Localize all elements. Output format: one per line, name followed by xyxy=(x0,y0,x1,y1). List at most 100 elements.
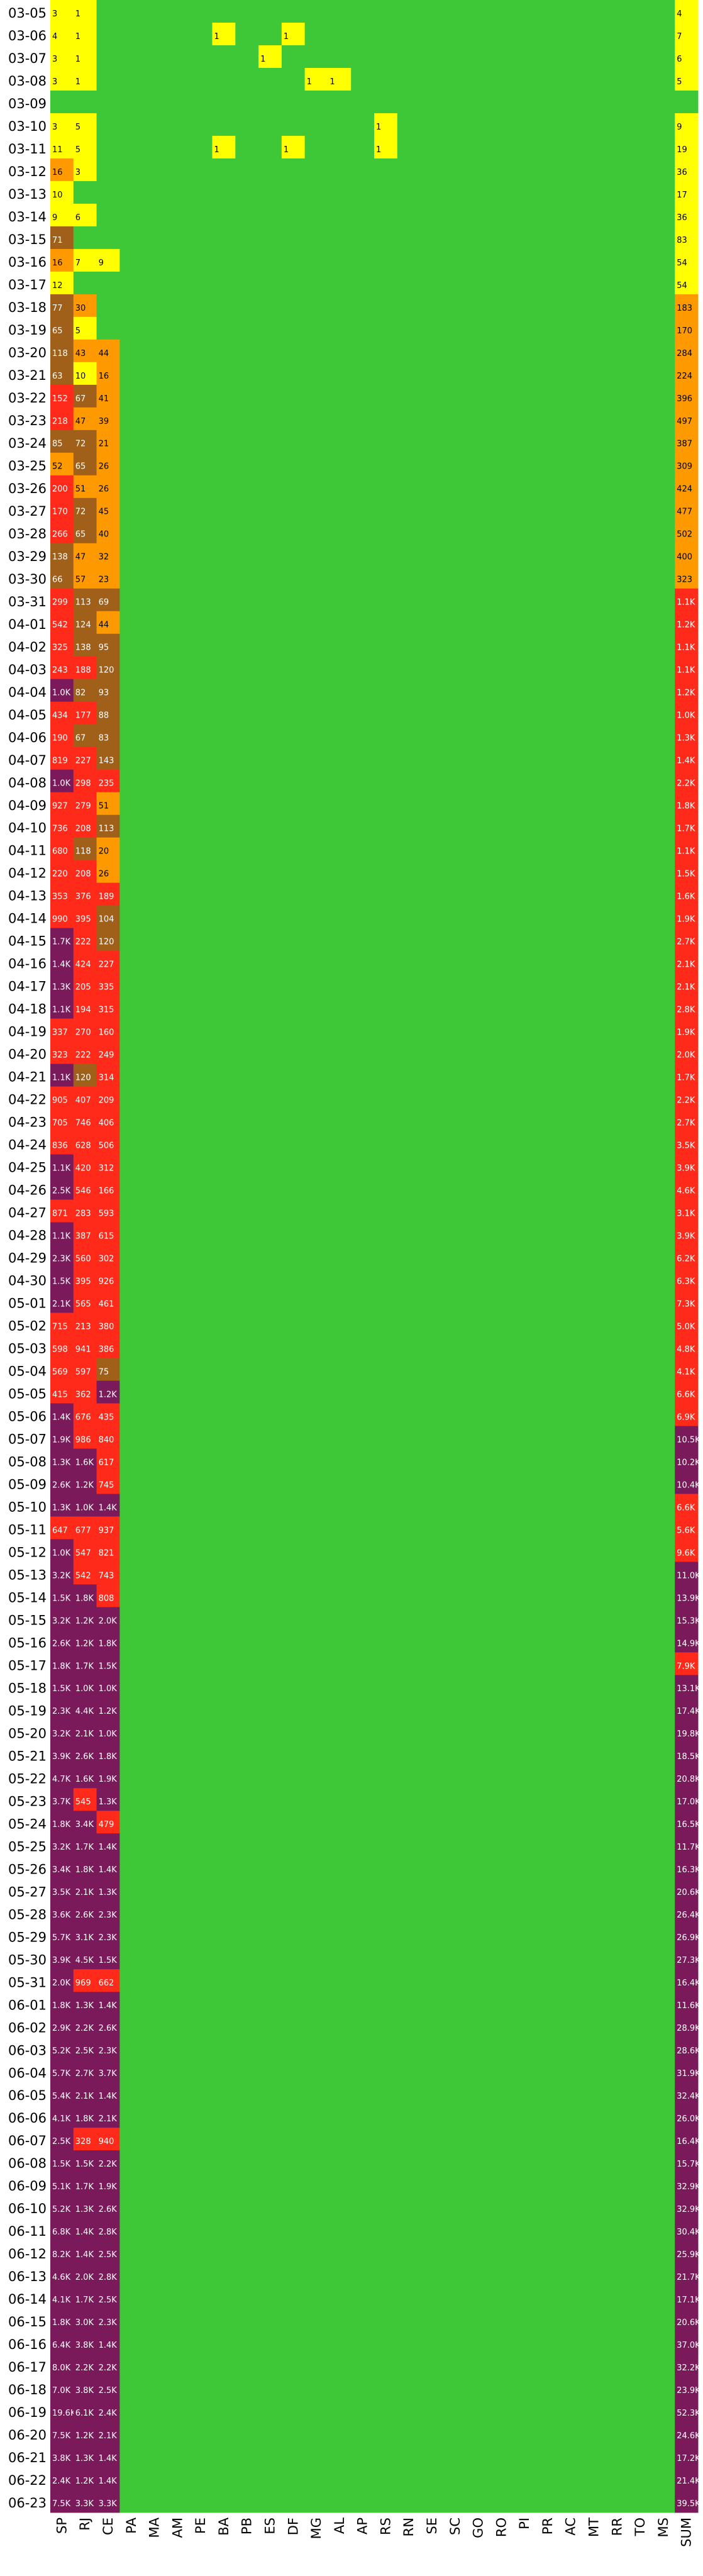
cell-value-label: 20.6K xyxy=(677,1888,700,1897)
heatmap-cell xyxy=(467,1924,490,1947)
heatmap-cell xyxy=(374,339,398,363)
column-label: CE xyxy=(101,2518,116,2535)
heatmap-cell xyxy=(420,2173,444,2196)
heatmap-cell xyxy=(143,2422,167,2445)
heatmap-cell xyxy=(328,2060,352,2083)
heatmap-cell xyxy=(258,1313,282,1336)
row-label: 03-11 xyxy=(8,142,47,157)
heatmap-cell xyxy=(258,1199,282,1223)
heatmap-cell xyxy=(420,2218,444,2241)
heatmap-cell xyxy=(351,1811,375,1834)
heatmap-cell xyxy=(258,565,282,589)
heatmap-cell xyxy=(536,407,560,431)
column-label: DF xyxy=(285,2518,301,2535)
heatmap-cell xyxy=(143,1041,167,1065)
heatmap-cell xyxy=(559,1290,583,1313)
heatmap-cell xyxy=(328,1426,352,1449)
heatmap-cell xyxy=(73,1879,97,1902)
cell-value-label: 569 xyxy=(52,1367,68,1377)
heatmap-cell xyxy=(119,430,143,453)
heatmap-cell xyxy=(212,475,236,499)
heatmap-cell xyxy=(212,1697,236,1721)
heatmap-cell xyxy=(212,2422,236,2445)
heatmap-cell xyxy=(675,1992,699,2015)
heatmap-cell xyxy=(420,294,444,318)
heatmap-cell xyxy=(212,1199,236,1223)
heatmap-cell xyxy=(582,113,606,136)
heatmap-cell xyxy=(73,1199,97,1223)
heatmap-cell xyxy=(374,90,398,114)
heatmap-cell xyxy=(675,203,699,227)
heatmap-cell xyxy=(212,1426,236,1449)
cell-value-label: 39.5K xyxy=(677,2499,700,2509)
heatmap-cell xyxy=(675,1199,699,1223)
heatmap-cell xyxy=(73,1743,97,1766)
heatmap-cell xyxy=(443,905,467,929)
heatmap-cell xyxy=(443,2082,467,2106)
heatmap-cell xyxy=(443,701,467,725)
heatmap-cell xyxy=(605,1313,629,1336)
cell-value-label: 325 xyxy=(52,643,68,653)
heatmap-cell xyxy=(258,656,282,680)
heatmap-cell xyxy=(212,2037,236,2060)
heatmap-cell xyxy=(559,497,583,521)
heatmap-cell xyxy=(651,520,675,544)
cell-value-label: 143 xyxy=(99,757,114,766)
heatmap-cell xyxy=(559,1720,583,1743)
heatmap-cell xyxy=(582,1901,606,1924)
heatmap-cell xyxy=(489,520,514,544)
cell-value-label: 5.0K xyxy=(677,1322,695,1331)
heatmap-cell xyxy=(328,1720,352,1743)
heatmap-cell xyxy=(304,1267,328,1291)
heatmap-cell xyxy=(258,1358,282,1381)
cell-value-label: 597 xyxy=(75,1367,91,1377)
column-label: SP xyxy=(54,2518,69,2534)
heatmap-cell xyxy=(165,226,190,250)
heatmap-cell xyxy=(605,1335,629,1358)
heatmap-cell xyxy=(351,2422,375,2445)
heatmap-cell xyxy=(374,2354,398,2377)
heatmap-cell xyxy=(559,22,583,46)
heatmap-cell xyxy=(258,882,282,906)
heatmap-cell xyxy=(374,1403,398,1426)
heatmap-cell xyxy=(119,2490,143,2513)
heatmap-cell xyxy=(675,814,699,838)
cell-value-label: 314 xyxy=(99,1073,114,1082)
heatmap-cell xyxy=(582,203,606,227)
heatmap-cell xyxy=(582,430,606,453)
heatmap-cell xyxy=(143,2377,167,2400)
heatmap-cell xyxy=(628,1063,652,1087)
heatmap-cell xyxy=(536,1494,560,1517)
heatmap-cell xyxy=(605,1516,629,1540)
heatmap-cell xyxy=(165,1086,190,1110)
heatmap-cell xyxy=(189,1222,213,1246)
heatmap-cell xyxy=(582,1222,606,1246)
heatmap-cell xyxy=(73,1562,97,1585)
heatmap-cell xyxy=(235,2377,259,2400)
heatmap-cell xyxy=(536,1901,560,1924)
heatmap-cell xyxy=(50,1516,74,1540)
heatmap-cell xyxy=(605,860,629,884)
heatmap-cell xyxy=(489,2173,514,2196)
heatmap-cell xyxy=(443,1471,467,1494)
heatmap-cell xyxy=(258,135,282,159)
heatmap-cell xyxy=(96,113,120,136)
heatmap-cell xyxy=(420,1448,444,1472)
cell-value-label: 1.1K xyxy=(677,847,695,857)
heatmap-cell xyxy=(235,113,259,136)
heatmap-cell xyxy=(512,882,536,906)
heatmap-cell xyxy=(605,2241,629,2264)
heatmap-cell xyxy=(397,1652,421,1675)
row-label: 04-11 xyxy=(8,843,47,858)
heatmap-cell xyxy=(443,2060,467,2083)
heatmap-cell xyxy=(119,1290,143,1313)
heatmap-cell xyxy=(536,1131,560,1155)
heatmap-cell xyxy=(119,1607,143,1630)
heatmap-cell xyxy=(212,135,236,159)
cell-value-label: 283 xyxy=(75,1209,91,1218)
heatmap-cell xyxy=(559,2445,583,2468)
heatmap-cell xyxy=(467,860,490,884)
heatmap-cell xyxy=(351,407,375,431)
heatmap-cell xyxy=(73,1516,97,1540)
heatmap-cell xyxy=(651,724,675,748)
